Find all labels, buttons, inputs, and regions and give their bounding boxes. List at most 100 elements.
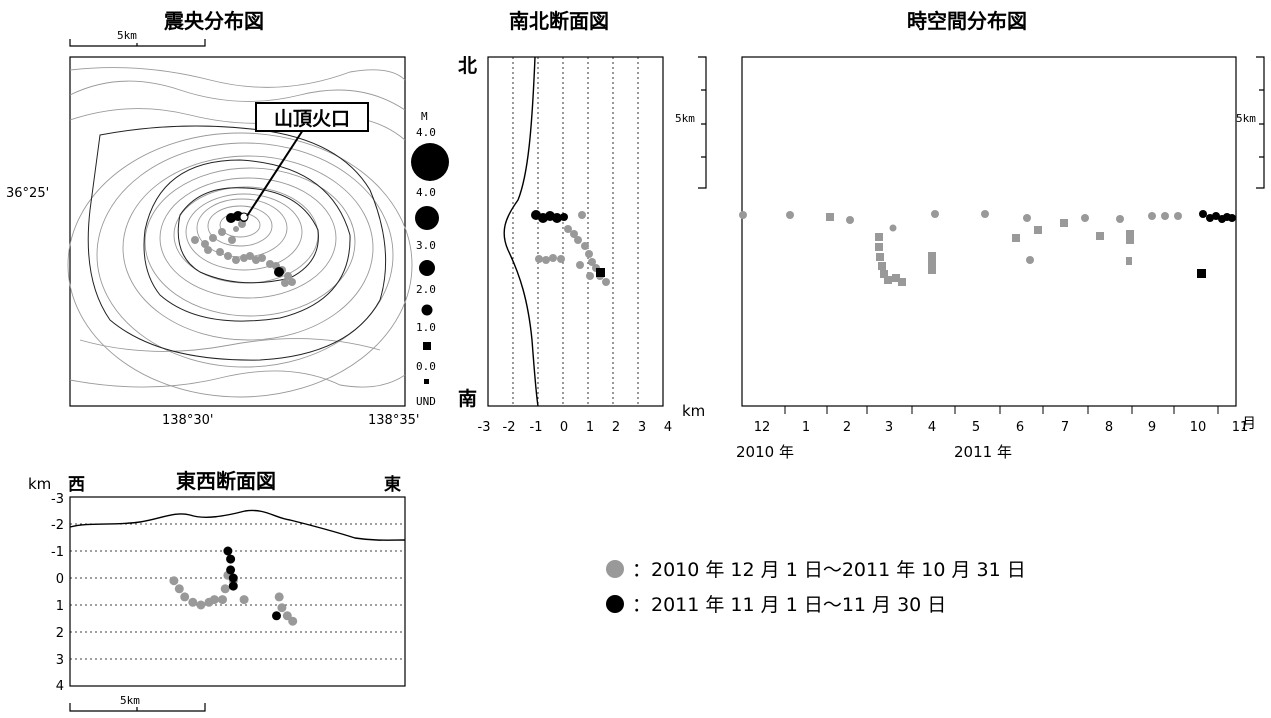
month-2: 2: [843, 420, 851, 435]
ew-section-panel: 東西断面図 km 西 東 -3 -2 -1 0 1 2 3 4 5km: [28, 469, 406, 712]
st-events-gray: [739, 210, 1182, 286]
ew-tick-m2: -2: [51, 518, 64, 533]
ns-topography-profile: [503, 56, 539, 407]
ns-tick-m1: -1: [530, 420, 543, 435]
mag-label-10: 1.0: [416, 321, 436, 334]
ew-point: [188, 597, 198, 607]
ew-point: [209, 595, 219, 605]
ew-scale-label: 5km: [120, 694, 140, 707]
ew-point: [169, 576, 179, 586]
epicenter-title: 震央分布図: [164, 9, 264, 33]
longitude-label-2: 138°35': [368, 413, 419, 428]
ew-point: [239, 595, 249, 605]
mag-dot-40: [415, 206, 439, 230]
crater-label: 山頂火口: [274, 108, 350, 130]
map-scale-label: 5km: [117, 29, 137, 42]
ns-events-black: [531, 210, 605, 277]
ns-south-label: 南: [458, 388, 477, 410]
mag-label-30: 3.0: [416, 239, 436, 252]
ew-tick-2: 2: [56, 626, 64, 641]
ew-point: [226, 554, 236, 564]
ew-point: [220, 584, 230, 594]
ew-point: [174, 584, 184, 594]
ew-unit-label: km: [28, 475, 51, 493]
magnitude-legend: M 4.0 4.0 3.0 2.0 1.0 0.0 UND: [411, 110, 449, 408]
ns-title: 南北断面図: [509, 9, 609, 33]
ns-tick-0: 0: [560, 420, 568, 435]
month-unit: 月: [1242, 416, 1256, 432]
ew-point: [274, 592, 284, 602]
st-month-ticks: [784, 406, 1219, 414]
ew-scale-bar: 5km: [69, 694, 206, 712]
map-events-gray: [191, 220, 296, 287]
ew-tick-m1: -1: [51, 545, 64, 560]
ew-point: [272, 611, 281, 621]
ns-tick-2: 2: [612, 420, 620, 435]
year-2010: 2010 年: [736, 443, 794, 461]
crater-marker: [239, 212, 249, 222]
ew-point: [218, 595, 227, 605]
map-scale-bar: 5km: [69, 29, 206, 47]
mag-header: M: [421, 110, 428, 123]
mag-dot-00: [424, 379, 429, 384]
ew-point: [226, 565, 236, 575]
latitude-label: 36°25': [6, 186, 49, 201]
legend-black: ：2011 年 11 月 1 日～11 月 30 日: [606, 590, 946, 617]
ew-point: [288, 616, 298, 626]
ns-tick-1: 1: [586, 420, 594, 435]
month-4: 4: [928, 420, 936, 435]
ew-tick-4: 4: [56, 679, 64, 694]
month-3: 3: [885, 420, 893, 435]
ew-frame: [69, 496, 406, 687]
mag-dot-30: [419, 260, 435, 276]
ew-events: [169, 546, 298, 626]
legend-black-text: ：2011 年 11 月 1 日～11 月 30 日: [632, 594, 947, 616]
st-month-labels: 12 1 2 3 4 5 6 7 8 9 10 11: [754, 420, 1249, 435]
st-title: 時空間分布図: [907, 9, 1027, 33]
mag-label-20: 2.0: [416, 283, 436, 296]
space-time-panel: 時空間分布図: [736, 9, 1265, 461]
ns-gridlines: [512, 57, 639, 406]
year-2011: 2011 年: [954, 443, 1012, 461]
ns-scale-bar: 5km: [675, 56, 707, 189]
ew-point: [228, 581, 238, 591]
ew-point: [180, 592, 190, 602]
legend-gray-dot: [606, 559, 624, 578]
legend-gray-text: ：2010 年 12 月 1 日～2011 年 10 月 31 日: [632, 559, 1026, 581]
st-scale-label: 5km: [1236, 112, 1256, 125]
epicenter-map-panel: 震央分布図 5km: [6, 9, 449, 428]
ew-point: [223, 546, 233, 556]
ew-point: [196, 600, 206, 610]
mag-label-00: 0.0: [416, 360, 436, 373]
ns-tick-4: 4: [664, 420, 672, 435]
ew-point: [228, 573, 238, 583]
ew-tick-0: 0: [56, 572, 64, 587]
ew-title: 東西断面図: [176, 469, 276, 493]
st-scale-bar: 5km: [1236, 56, 1265, 189]
mag-label-und: UND: [416, 395, 436, 408]
ns-tick-m3: -3: [478, 420, 491, 435]
legend-black-dot: [606, 594, 624, 613]
mag-dot-45: [411, 143, 449, 181]
ew-tick-1: 1: [56, 599, 64, 614]
ew-west-label: 西: [68, 475, 85, 495]
month-1: 1: [802, 420, 810, 435]
ew-point: [277, 603, 287, 613]
mag-dot-20: [421, 304, 433, 316]
ns-unit-label: km: [682, 402, 705, 420]
ns-tick-3: 3: [638, 420, 646, 435]
crater-callout: 山頂火口: [246, 102, 369, 217]
ns-tick-m2: -2: [503, 420, 516, 435]
month-5: 5: [972, 420, 980, 435]
month-10: 10: [1190, 420, 1207, 435]
ew-tick-m3: -3: [51, 492, 64, 507]
mag-label-40a: 4.0: [416, 126, 436, 139]
longitude-label-1: 138°30': [162, 413, 213, 428]
ns-x-ticks: -3 -2 -1 0 1 2 3 4: [478, 420, 673, 435]
mag-dot-10: [423, 342, 431, 350]
month-9: 9: [1148, 420, 1156, 435]
st-events-black: [1197, 210, 1236, 278]
month-7: 7: [1061, 420, 1069, 435]
ns-scale-label: 5km: [675, 112, 695, 125]
